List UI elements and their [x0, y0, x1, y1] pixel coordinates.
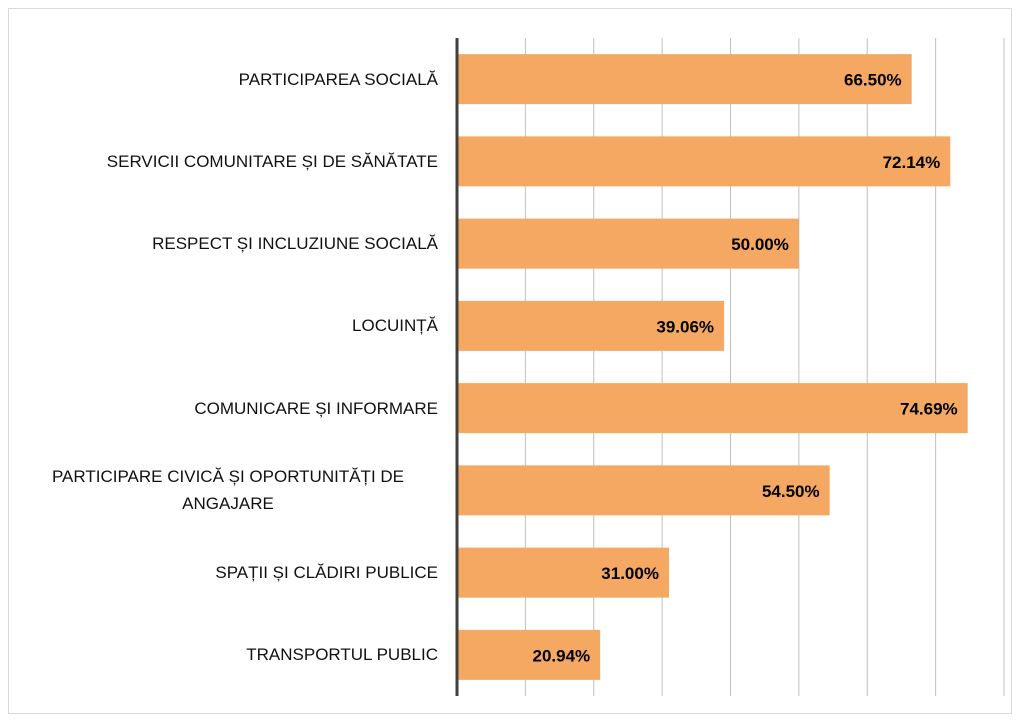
category-text: SPAȚII ȘI CLĂDIRI PUBLICE: [215, 563, 438, 583]
data-label: 20.94%: [533, 646, 591, 665]
y-tick-label: LOCUINȚĂ: [18, 285, 438, 367]
y-tick-label: SPAȚII ȘI CLĂDIRI PUBLICE: [18, 532, 438, 614]
bar: [457, 136, 951, 187]
bar: [457, 300, 725, 351]
y-tick-label: COMUNICARE ȘI INFORMARE: [18, 367, 438, 449]
data-label: 72.14%: [883, 153, 941, 172]
bar: [457, 465, 830, 516]
data-label: 74.69%: [900, 400, 958, 419]
y-tick-label: PARTICIPARE CIVICĂ ȘI OPORTUNITĂȚI DE AN…: [18, 449, 438, 531]
y-tick-label: SERVICII COMUNITARE ȘI DE SĂNĂTATE: [18, 120, 438, 202]
bar: [457, 547, 669, 598]
data-label: 66.50%: [844, 71, 902, 90]
category-text: TRANSPORTUL PUBLIC: [246, 645, 438, 665]
category-text: PARTICIPARE CIVICĂ ȘI OPORTUNITĂȚI DE AN…: [51, 467, 405, 514]
category-text: LOCUINȚĂ: [352, 316, 438, 336]
bar: [457, 629, 601, 680]
chart-frame: [8, 8, 1012, 714]
bar: [457, 218, 799, 269]
category-text: SERVICII COMUNITARE ȘI DE SĂNĂTATE: [106, 151, 438, 171]
y-tick-label: RESPECT ȘI INCLUZIUNE SOCIALĂ: [18, 203, 438, 285]
data-label: 31.00%: [601, 564, 659, 583]
y-tick-label: TRANSPORTUL PUBLIC: [18, 614, 438, 696]
bar: [457, 54, 912, 105]
data-label: 39.06%: [656, 317, 714, 336]
category-text: COMUNICARE ȘI INFORMARE: [194, 398, 438, 418]
category-text: RESPECT ȘI INCLUZIUNE SOCIALĂ: [152, 234, 438, 254]
category-text: PARTICIPAREA SOCIALĂ: [238, 69, 438, 89]
bar: [457, 383, 968, 434]
data-label: 50.00%: [731, 235, 789, 254]
y-tick-label: PARTICIPAREA SOCIALĂ: [18, 38, 438, 120]
data-label: 54.50%: [762, 482, 820, 501]
